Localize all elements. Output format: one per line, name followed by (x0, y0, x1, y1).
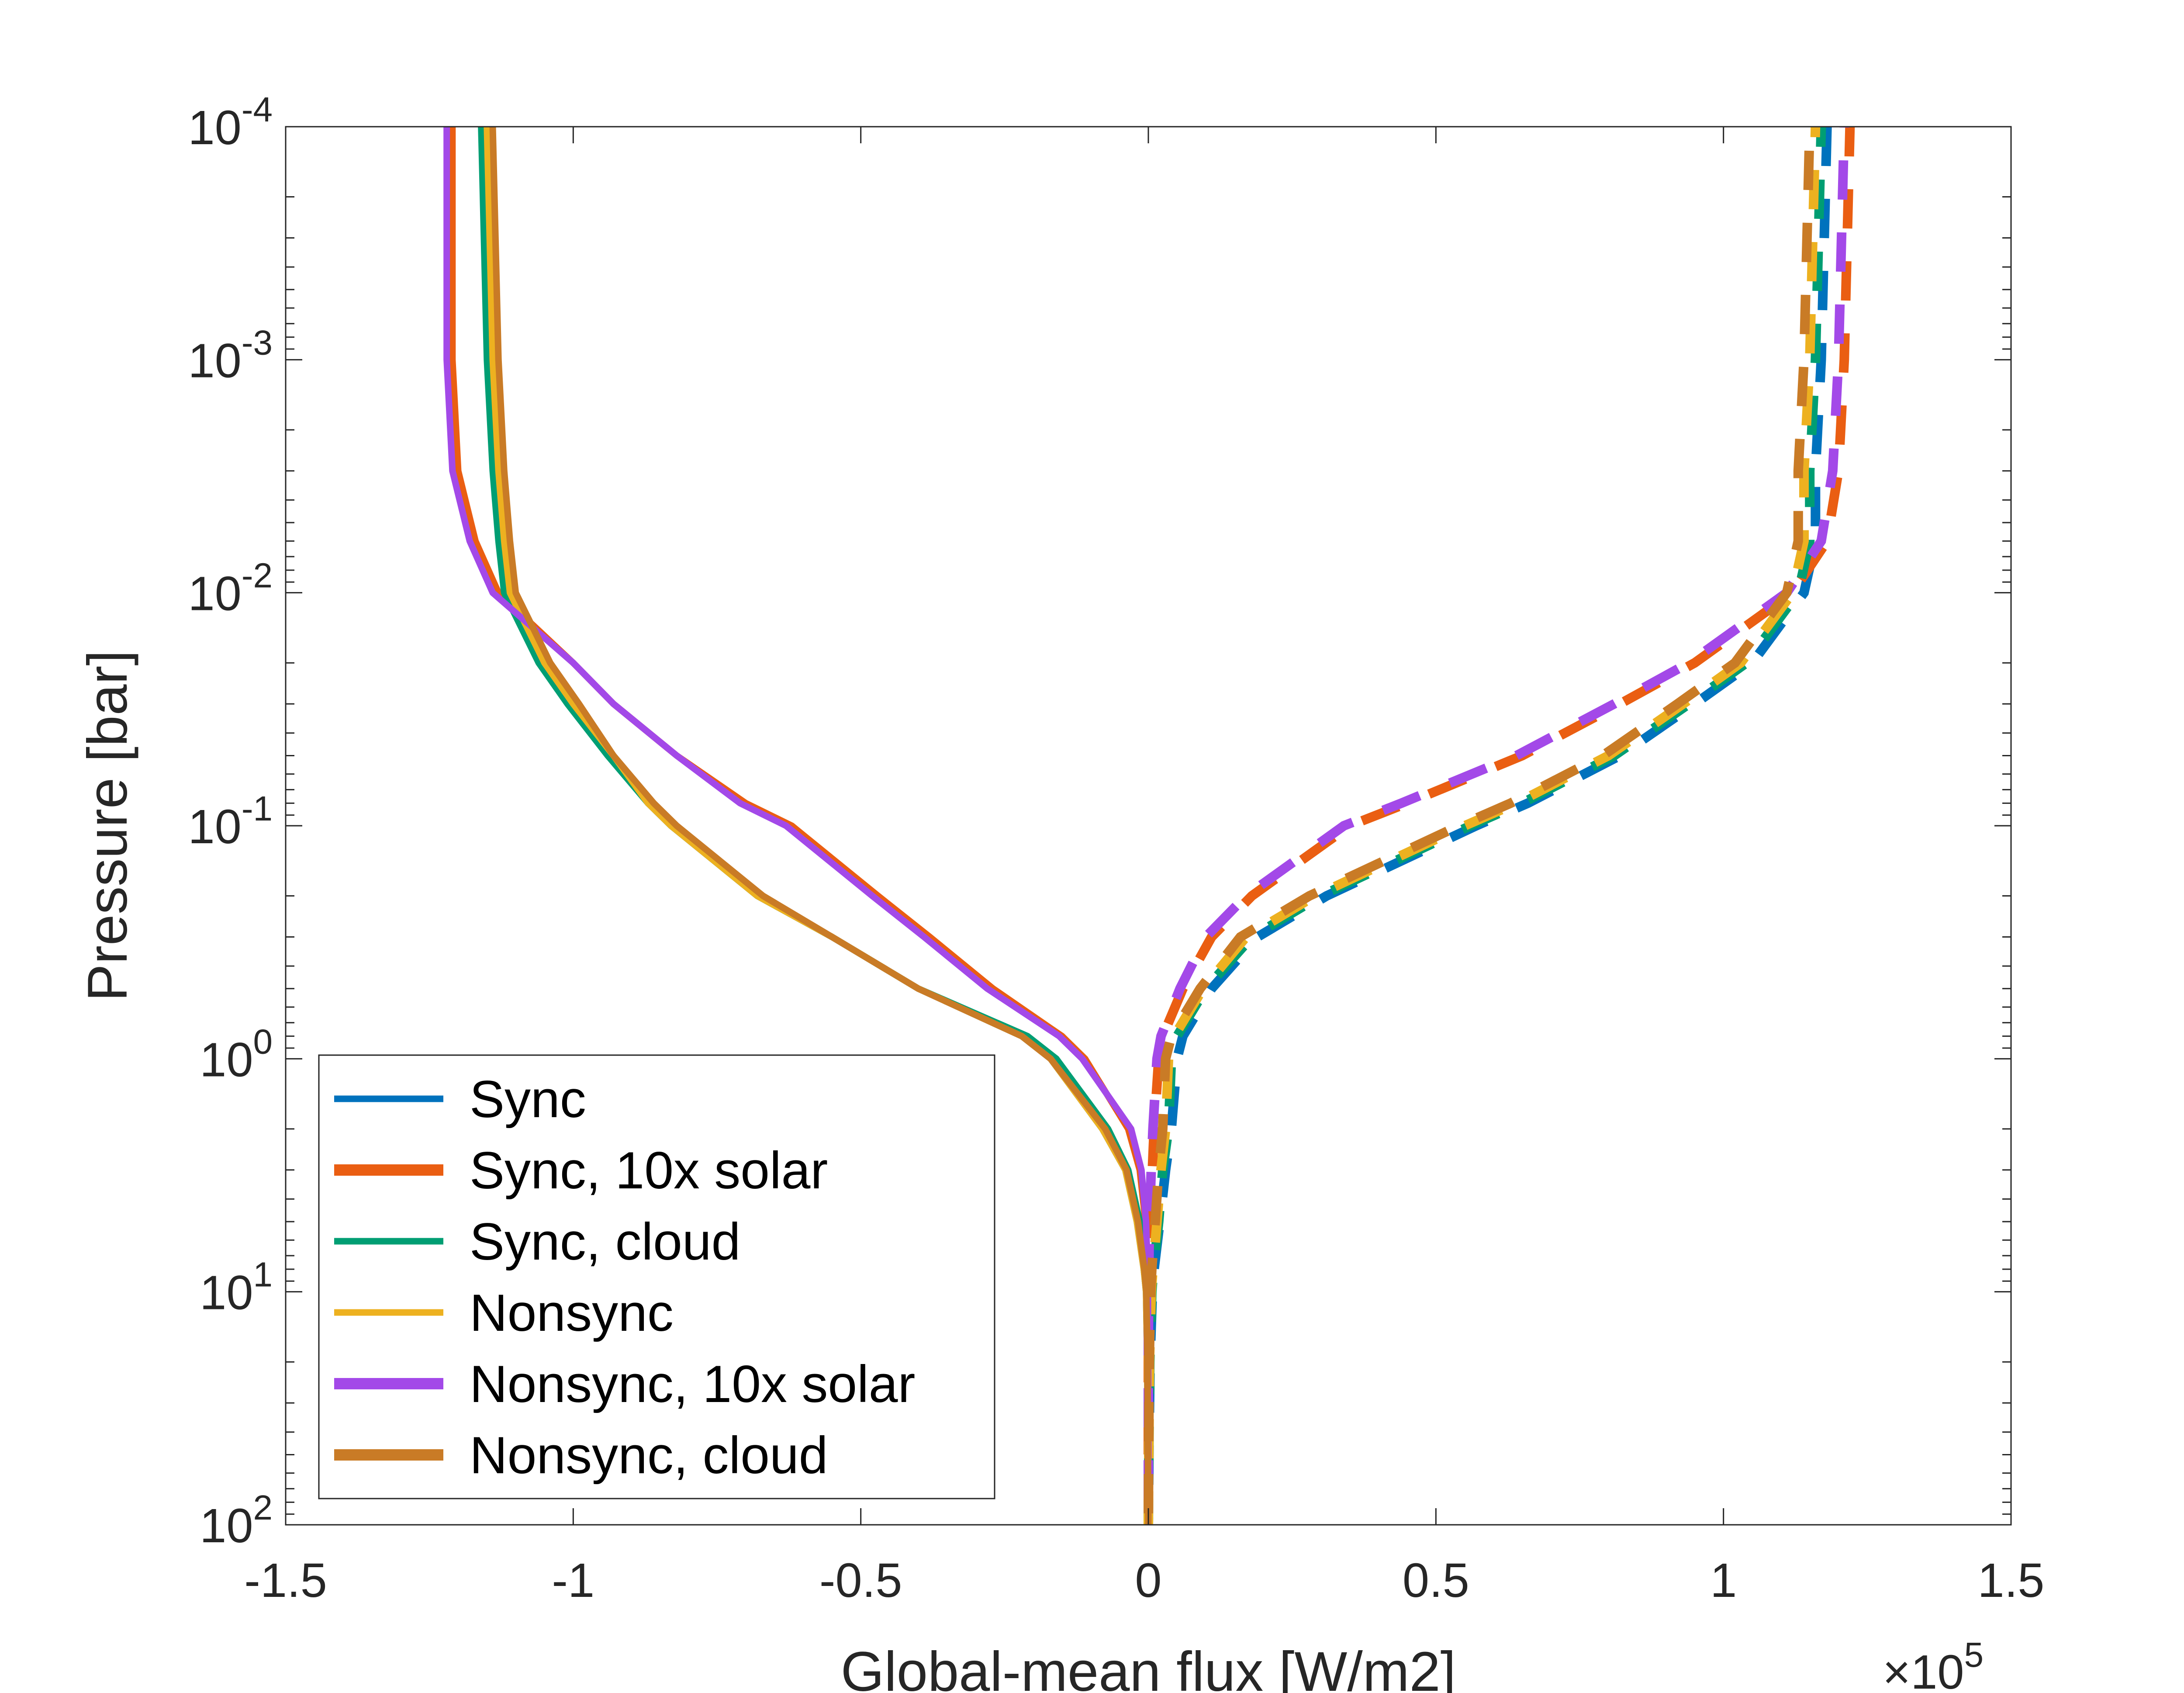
y-tick-exponent: 1 (253, 1255, 273, 1294)
x-axis-title: Global-mean flux [W/m2] (841, 1641, 1456, 1693)
legend: Sync Sync, 10x solar Sync, cloud Nonsync Non… (318, 1054, 995, 1499)
x-tick-label: 0 (1135, 1554, 1161, 1607)
x-axis-multiplier: ×105 (1883, 1635, 1984, 1693)
x-tick-label: 1 (1710, 1554, 1737, 1607)
ticks-layer: -1.5 -1 -0.5 0 0.5 1 1.510-410-310-210-1100101… (188, 90, 2045, 1607)
series-layer (443, 127, 1855, 1525)
legend-label: Sync, 10x solar (470, 1141, 828, 1200)
y-tick-label: 102 (200, 1488, 273, 1553)
y-tick-base: 10 (200, 1266, 253, 1320)
legend-entry: Sync, 10x solar (334, 1141, 828, 1200)
x-tick-label: -1 (552, 1554, 594, 1607)
y-tick-exponent: -2 (242, 556, 273, 595)
y-tick-exponent: -4 (242, 90, 273, 129)
x-tick-label: -1.5 (244, 1554, 327, 1607)
legend-entry: Nonsync, cloud (334, 1426, 828, 1485)
series-line-upward (1144, 127, 1815, 1525)
legend-label: Sync (470, 1070, 586, 1129)
x-tick-label: 1.5 (1978, 1554, 2045, 1607)
y-tick-exponent: 2 (253, 1488, 273, 1527)
legend-entry: Sync (334, 1070, 586, 1129)
y-tick-label: 10-2 (188, 556, 273, 621)
y-tick-base: 10 (200, 1033, 253, 1087)
series-line-upward (1144, 127, 1826, 1525)
legend-box (318, 1054, 995, 1499)
y-tick-exponent: -1 (242, 789, 273, 828)
legend-entry: Nonsync (334, 1284, 674, 1342)
y-tick-label: 101 (200, 1255, 273, 1320)
y-tick-label: 10-1 (188, 789, 273, 854)
legend-label: Nonsync, 10x solar (470, 1355, 915, 1413)
y-tick-base: 10 (188, 334, 242, 388)
series-line-downward (489, 127, 1152, 1525)
series-5 (489, 127, 1815, 1525)
y-tick-base: 10 (188, 101, 242, 155)
x-axis-multiplier-exponent: 5 (1964, 1635, 1984, 1674)
y-tick-label: 100 (200, 1022, 273, 1087)
y-tick-label: 10-4 (188, 90, 273, 155)
y-tick-exponent: -3 (242, 323, 273, 362)
y-tick-label: 10-3 (188, 323, 273, 388)
y-tick-base: 10 (188, 800, 242, 854)
y-tick-exponent: 0 (253, 1022, 273, 1061)
x-tick-label: -0.5 (819, 1554, 902, 1607)
x-tick-label: 0.5 (1403, 1554, 1469, 1607)
y-tick-base: 10 (188, 567, 242, 621)
legend-entry: Nonsync, 10x solar (334, 1355, 915, 1413)
legend-entry: Sync, cloud (334, 1212, 740, 1271)
legend-label: Nonsync (470, 1284, 674, 1342)
legend-label: Nonsync, cloud (470, 1426, 828, 1485)
y-tick-base: 10 (200, 1499, 253, 1553)
legend-label: Sync, cloud (470, 1212, 740, 1271)
y-axis-title: Pressure [bar] (76, 650, 139, 1001)
